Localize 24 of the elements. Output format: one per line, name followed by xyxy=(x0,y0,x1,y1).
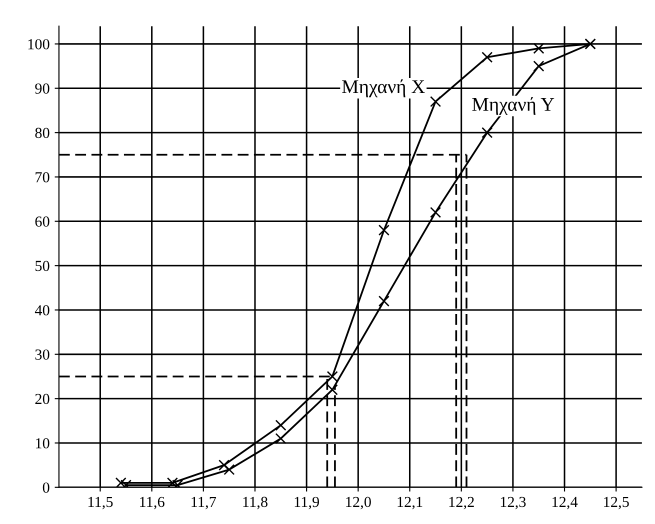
x-tick-label: 12,0 xyxy=(346,496,371,510)
y-tick-label: 100 xyxy=(28,39,50,50)
x-tick-label: 11,8 xyxy=(243,496,268,510)
y-tick-label: 10 xyxy=(36,438,50,448)
series-label: Μηχανή Y xyxy=(472,97,554,115)
x-tick-label: 12,4 xyxy=(552,496,578,510)
y-tick-label: 30 xyxy=(35,349,50,360)
y-tick-label: 70 xyxy=(36,172,50,182)
y-tick-label: 60 xyxy=(35,216,50,227)
x-tick-label: 12,3 xyxy=(500,496,526,510)
y-tick-label: 20 xyxy=(35,394,50,404)
y-tick-label: 90 xyxy=(35,83,50,94)
series-label: Μηχανή X xyxy=(342,79,425,98)
y-tick-label: 40 xyxy=(34,305,50,316)
x-tick-label: 11,7 xyxy=(192,496,216,510)
x-tick-label: 11,6 xyxy=(140,496,164,510)
y-tick-label: 80 xyxy=(35,128,50,138)
x-tick-label: 12,2 xyxy=(449,496,474,510)
x-tick-label: 11,5 xyxy=(88,496,113,510)
x-tick-label: 12,5 xyxy=(604,496,629,510)
y-tick-label: 50 xyxy=(36,260,50,272)
y-tick-label: 0 xyxy=(42,482,50,493)
x-tick-label: 11,9 xyxy=(294,496,320,510)
x-tick-label: 12,1 xyxy=(398,496,422,510)
